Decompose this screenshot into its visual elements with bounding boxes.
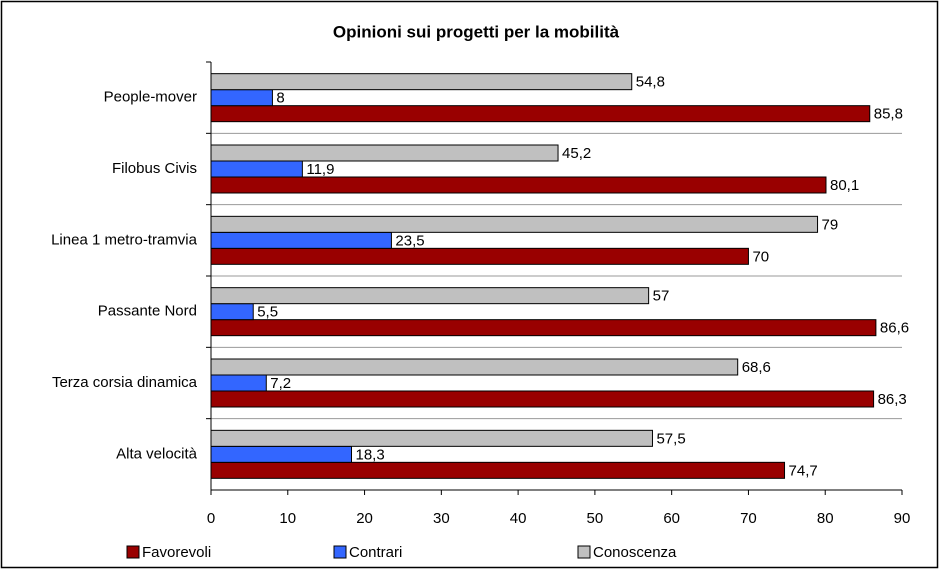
x-tick-label: 0	[207, 510, 215, 527]
bar	[210, 374, 267, 392]
x-tick-label: 70	[740, 510, 757, 527]
bar	[210, 176, 827, 194]
bar	[210, 231, 392, 249]
bar	[210, 390, 875, 408]
bar	[210, 160, 303, 178]
value-label: 23,5	[395, 232, 424, 249]
value-label: 80,1	[830, 177, 859, 194]
bar	[210, 105, 871, 123]
y-tick-label: Alta velocità	[116, 445, 198, 462]
value-label: 86,3	[878, 391, 907, 408]
x-tick-label: 50	[587, 510, 604, 527]
bar	[210, 445, 353, 463]
value-label: 18,3	[356, 446, 385, 463]
y-tick-label: Filobus Civis	[112, 160, 197, 177]
x-tick-label: 40	[510, 510, 527, 527]
value-label: 45,2	[562, 145, 591, 162]
bar	[210, 247, 749, 265]
x-tick-label: 60	[663, 510, 680, 527]
y-tick-label: People-mover	[104, 89, 197, 106]
value-label: 86,6	[880, 320, 909, 337]
value-label: 79	[822, 216, 839, 233]
value-label: 85,8	[874, 106, 903, 123]
y-tick-label: Terza corsia dinamica	[52, 374, 198, 391]
bar	[210, 461, 786, 479]
bar	[210, 144, 559, 162]
legend-label: Contrari	[349, 544, 402, 561]
x-tick-label: 20	[356, 510, 373, 527]
value-label: 5,5	[257, 304, 278, 321]
chart-title: Opinioni sui progetti per la mobilità	[333, 22, 620, 41]
value-label: 54,8	[636, 74, 665, 91]
value-label: 11,9	[306, 161, 334, 178]
y-tick-label: Linea 1 metro-tramvia	[51, 231, 198, 248]
legend-label: Favorevoli	[142, 544, 211, 561]
value-label: 57,5	[656, 430, 685, 447]
bar	[210, 215, 819, 233]
legend-swatch	[333, 545, 347, 559]
legend-swatch	[126, 545, 140, 559]
legend-label: Conoscenza	[593, 544, 677, 561]
bar	[210, 89, 273, 107]
value-label: 7,2	[270, 375, 291, 392]
x-tick-label: 10	[279, 510, 296, 527]
value-label: 68,6	[742, 359, 771, 376]
bar	[210, 287, 650, 305]
x-tick-label: 80	[817, 510, 834, 527]
value-label: 74,7	[789, 462, 818, 479]
legend-swatch	[577, 545, 591, 559]
value-label: 8	[276, 90, 284, 107]
bar	[210, 303, 254, 321]
value-label: 70	[752, 248, 769, 265]
x-tick-label: 30	[433, 510, 450, 527]
y-tick-label: Passante Nord	[98, 303, 197, 320]
value-label: 57	[653, 288, 670, 305]
bar	[210, 358, 739, 376]
bar	[210, 73, 633, 91]
x-tick-label: 90	[894, 510, 911, 527]
bar	[210, 319, 877, 337]
bar	[210, 429, 653, 447]
